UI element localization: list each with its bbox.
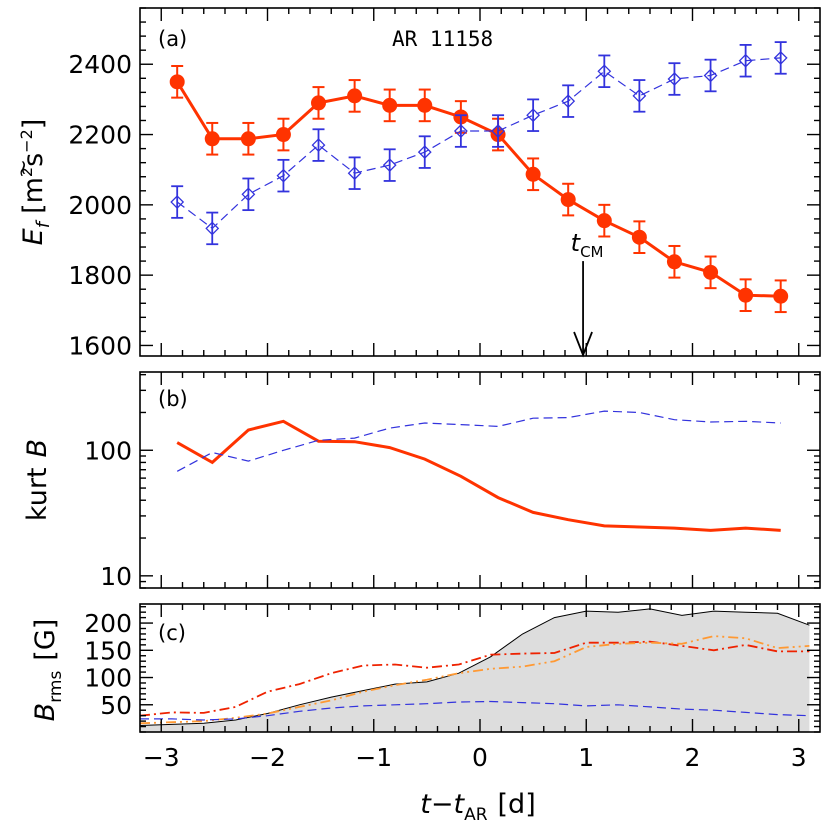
panel-c-label: (c) — [158, 621, 186, 645]
data-point-diamond — [703, 68, 718, 83]
data-point-dot — [311, 95, 326, 111]
y-tick-label: 100 — [84, 664, 132, 693]
x-tick-label: 1 — [578, 743, 594, 772]
data-point-dot — [204, 131, 220, 147]
data-point-dot — [240, 131, 256, 147]
x-tick-label: 0 — [472, 743, 488, 772]
panel-a: 1600 1800 2000 2200 2400 (a) AR 11158 Ef [m2s… — [11, 7, 821, 360]
data-point-dot — [560, 192, 576, 208]
panel-b-ylabel: kurt B — [22, 439, 53, 521]
svg-text:Ef[m2s−2]: Ef [m2s−2] — [17, 119, 54, 246]
x-tick-label: 2 — [685, 743, 701, 772]
y-tick-label: 2400 — [68, 50, 132, 79]
region-annotation: AR 11158 — [392, 27, 493, 51]
x-tick-label: −2 — [249, 743, 286, 772]
y-tick-label: 150 — [84, 636, 132, 665]
x-tick-label: −1 — [355, 743, 392, 772]
ylabel-a-unit-sup2: −2 — [17, 129, 36, 153]
data-point-dot — [703, 264, 719, 280]
data-point-dot — [347, 88, 363, 104]
data-point-diamond — [632, 88, 647, 103]
data-point-diamond — [667, 72, 682, 86]
tcm-arrow-head — [573, 331, 593, 358]
data-point-dot — [631, 229, 647, 245]
ylabel-b-text: kurt — [22, 467, 53, 521]
ylabel-a-unit-mid: s — [18, 153, 49, 167]
data-point-dot — [738, 287, 754, 303]
panel-a-label: (a) — [158, 27, 187, 51]
series-line-0 — [175, 81, 781, 298]
x-tick-labels: −3 −2 −1 0 1 2 3 — [143, 743, 807, 772]
data-point-diamond — [561, 94, 576, 109]
panel-c-ylabel: Brms [G] — [30, 619, 66, 722]
data-point-diamond — [738, 53, 753, 68]
panel-b-ticks: 10 100 — [84, 372, 820, 591]
data-point-dot — [417, 97, 433, 113]
x-tick-label: 3 — [791, 743, 807, 772]
ylabel-a-sub: f — [33, 219, 54, 228]
y-tick-label: 1600 — [68, 331, 132, 360]
data-point-diamond — [453, 124, 468, 138]
data-point-dot — [773, 288, 789, 304]
data-point-diamond — [347, 166, 362, 181]
panel-b-label: (b) — [158, 387, 188, 411]
y-tick-label: 100 — [84, 436, 132, 465]
series-line-2 — [140, 635, 810, 725]
svg-text:Brms[G]: Brms [G] — [30, 619, 66, 722]
data-point-dot — [169, 74, 185, 90]
ylabel-a-unit-open: [m — [18, 177, 49, 214]
data-point-diamond — [597, 64, 612, 79]
y-tick-label: 50 — [100, 691, 132, 720]
ylabel-c-var: B — [30, 703, 61, 722]
data-point-diamond — [205, 221, 220, 236]
tcm-marker: tCM — [571, 229, 604, 358]
ylabel-a-var: E — [18, 228, 49, 245]
data-point-diamond — [241, 187, 256, 202]
series-line-1 — [176, 57, 781, 230]
data-point-dot — [525, 166, 541, 182]
ylabel-a-tilde: ~ — [11, 159, 35, 176]
y-tick-label: 10 — [100, 562, 132, 591]
panel-a-ticks: 1600 1800 2000 2200 2400 — [68, 7, 820, 360]
data-point-diamond — [773, 50, 788, 65]
y-tick-label: 2200 — [68, 121, 132, 150]
tcm-label: tCM — [571, 229, 604, 261]
y-tick-label: 1800 — [68, 261, 132, 290]
series-area-outline — [140, 608, 810, 726]
series-line-1 — [176, 410, 781, 472]
y-tick-label: 200 — [84, 609, 132, 638]
data-point-diamond — [276, 168, 291, 183]
x-tick-label: −3 — [143, 743, 180, 772]
ylabel-a-unit-close: ] — [18, 119, 49, 130]
y-tick-label: 2000 — [68, 191, 132, 220]
data-point-dot — [382, 97, 398, 113]
data-point-diamond — [417, 145, 432, 160]
data-point-diamond — [382, 158, 397, 173]
panel-a-data — [169, 41, 789, 314]
ylabel-a-unit-sup1: 2 — [17, 167, 36, 177]
data-point-dot — [596, 213, 612, 229]
data-point-diamond — [526, 108, 541, 123]
ylabel-b-var: B — [22, 439, 53, 458]
data-point-diamond — [491, 124, 505, 138]
panel-a-frame — [139, 7, 821, 357]
panel-b: 10 100 (b) kurt B — [22, 371, 821, 591]
svg-text:kurtB: kurt B — [22, 439, 53, 521]
ylabel-c-sub: rms — [46, 671, 66, 703]
panel-b-data — [176, 410, 781, 532]
panel-b-frame — [139, 371, 821, 589]
x-axis-label: t−tAR [d] — [420, 789, 535, 825]
panel-a-ylabel: Ef [m2s−2] — [17, 119, 54, 246]
data-point-diamond — [311, 138, 326, 153]
data-point-dot — [275, 127, 291, 143]
panel-c-data — [140, 608, 810, 732]
series-line-0 — [176, 419, 781, 532]
series-line-1 — [140, 640, 810, 717]
ylabel-c-unit: [G] — [30, 619, 61, 661]
data-point-diamond — [170, 195, 185, 209]
data-point-dot — [666, 254, 682, 270]
